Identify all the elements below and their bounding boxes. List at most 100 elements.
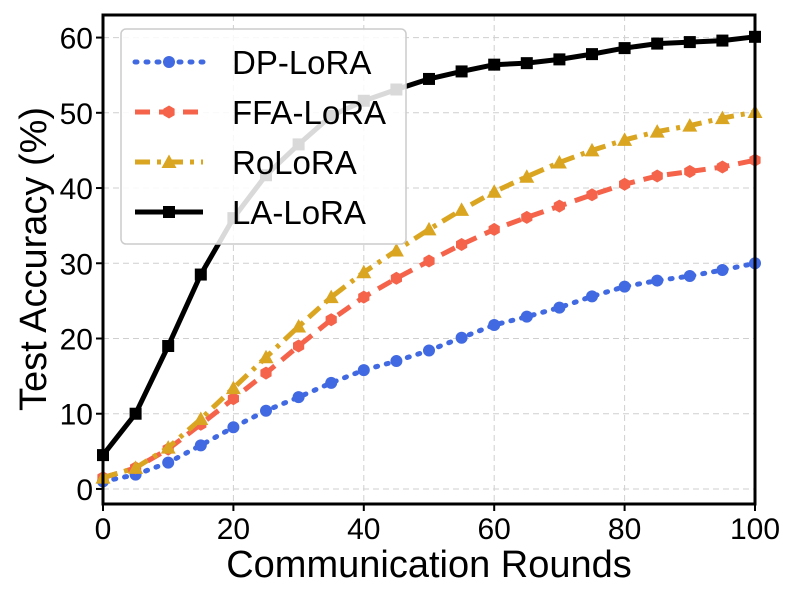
data-point-dp-lora (618, 280, 631, 293)
data-point-rolora (617, 132, 633, 146)
data-point-dp-lora (651, 274, 664, 287)
data-point-rolora (193, 411, 209, 425)
data-point-la-lora (162, 340, 175, 353)
data-point-rolora (356, 264, 372, 279)
data-point-ffa-lora (521, 210, 533, 224)
data-point-dp-lora (227, 421, 240, 434)
data-point-rolora (519, 169, 535, 183)
data-point-dp-lora (683, 270, 696, 283)
data-point-rolora (128, 460, 144, 474)
data-point-dp-lora (390, 355, 403, 368)
data-point-ffa-lora (586, 188, 598, 202)
data-point-rolora (258, 349, 274, 364)
data-point-rolora (291, 318, 307, 333)
data-point-la-lora (520, 57, 533, 70)
series-line-rolora (102, 109, 756, 481)
data-point-dp-lora (586, 290, 598, 303)
legend-item-la-lora: LA-LoRA (135, 194, 366, 231)
data-point-la-lora (683, 36, 696, 49)
data-point-rolora (160, 440, 176, 454)
y-tick-label: 10 (60, 399, 93, 432)
data-point-ffa-lora (390, 271, 402, 285)
data-point-ffa-lora (619, 177, 631, 191)
tick-layer: 0 20 40 60 80 100 0 10 20 30 40 50 60 (60, 23, 780, 546)
data-point-dp-lora (716, 264, 729, 277)
legend-label-dp-lora: DP-LoRA (232, 44, 371, 81)
data-point-rolora (649, 124, 665, 138)
data-point-la-lora (423, 72, 435, 85)
x-tick-label: 40 (347, 513, 380, 546)
data-point-dp-lora (292, 391, 305, 404)
data-point-la-lora (716, 34, 729, 47)
series-rolora (95, 104, 763, 484)
y-tick-label: 30 (60, 248, 93, 281)
x-tick-label: 100 (730, 513, 780, 546)
data-point-ffa-lora (423, 254, 435, 268)
data-point-ffa-lora (651, 169, 663, 183)
legend-item-dp-lora: DP-LoRA (132, 44, 371, 81)
data-point-ffa-lora (227, 392, 239, 406)
data-point-dp-lora (488, 318, 501, 331)
data-point-la-lora (651, 37, 664, 50)
data-point-ffa-lora (456, 238, 468, 251)
data-point-rolora (454, 202, 470, 216)
data-point-ffa-lora (488, 222, 500, 236)
y-axis-title: Test Accuracy (%) (13, 107, 55, 411)
data-point-rolora (323, 289, 339, 304)
legend-marker-dp-lora (163, 56, 175, 68)
data-point-la-lora (586, 48, 598, 61)
legend-box (120, 28, 407, 245)
y-tick-label: 0 (76, 474, 93, 507)
plot-frame (101, 13, 757, 506)
data-point-rolora (421, 221, 437, 236)
data-point-rolora (225, 380, 241, 395)
x-axis-title: Communication Rounds (226, 544, 632, 586)
x-tick-label: 60 (478, 513, 511, 546)
data-point-dp-lora (357, 364, 370, 377)
x-tick-label: 0 (95, 513, 112, 546)
data-point-la-lora (553, 53, 566, 66)
legend-item-rolora: RoLoRA (135, 144, 357, 181)
data-point-rolora (388, 242, 404, 257)
data-point-dp-lora (260, 404, 272, 417)
data-point-ffa-lora (553, 199, 565, 213)
y-tick-label: 40 (60, 173, 93, 206)
legend-marker-la-lora (163, 206, 175, 218)
data-point-la-lora (129, 407, 142, 420)
data-point-la-lora (488, 58, 501, 71)
data-point-rolora (551, 154, 567, 169)
data-point-ffa-lora (684, 165, 696, 178)
y-tick-label: 20 (60, 323, 93, 356)
data-point-ffa-lora (358, 290, 370, 304)
data-point-ffa-lora (325, 313, 337, 327)
data-point-dp-lora (162, 456, 175, 469)
data-point-rolora (584, 142, 600, 157)
data-point-dp-lora (325, 376, 338, 389)
data-point-dp-lora (194, 439, 207, 452)
legend-marker-rolora (161, 154, 177, 168)
legend-label-la-lora: LA-LoRA (232, 194, 366, 231)
legend-label-ffa-lora: FFA-LoRA (232, 94, 386, 131)
data-point-ffa-lora (716, 160, 728, 174)
data-point-dp-lora (455, 331, 468, 344)
x-tick-label: 20 (217, 513, 250, 546)
y-tick-label: 60 (60, 23, 93, 56)
data-point-ffa-lora (293, 339, 305, 353)
data-point-dp-lora (423, 344, 435, 357)
data-point-rolora (714, 110, 730, 125)
legend-label-rolora: RoLoRA (232, 144, 357, 181)
legend-marker-ffa-lora (163, 105, 175, 119)
series-dp-lora (97, 257, 761, 488)
data-point-ffa-lora (260, 366, 272, 380)
data-point-la-lora (618, 42, 631, 55)
data-point-la-lora (455, 65, 468, 78)
x-tick-label: 80 (608, 513, 641, 546)
legend-item-ffa-lora: FFA-LoRA (135, 94, 386, 131)
legend: DP-LoRA FFA-LoRA RoLoRA LA-LoRA (120, 28, 407, 245)
data-point-dp-lora (520, 310, 533, 323)
data-point-dp-lora (553, 301, 566, 314)
y-tick-label: 50 (60, 98, 93, 131)
data-point-rolora (486, 184, 502, 198)
data-point-la-lora (194, 268, 207, 281)
